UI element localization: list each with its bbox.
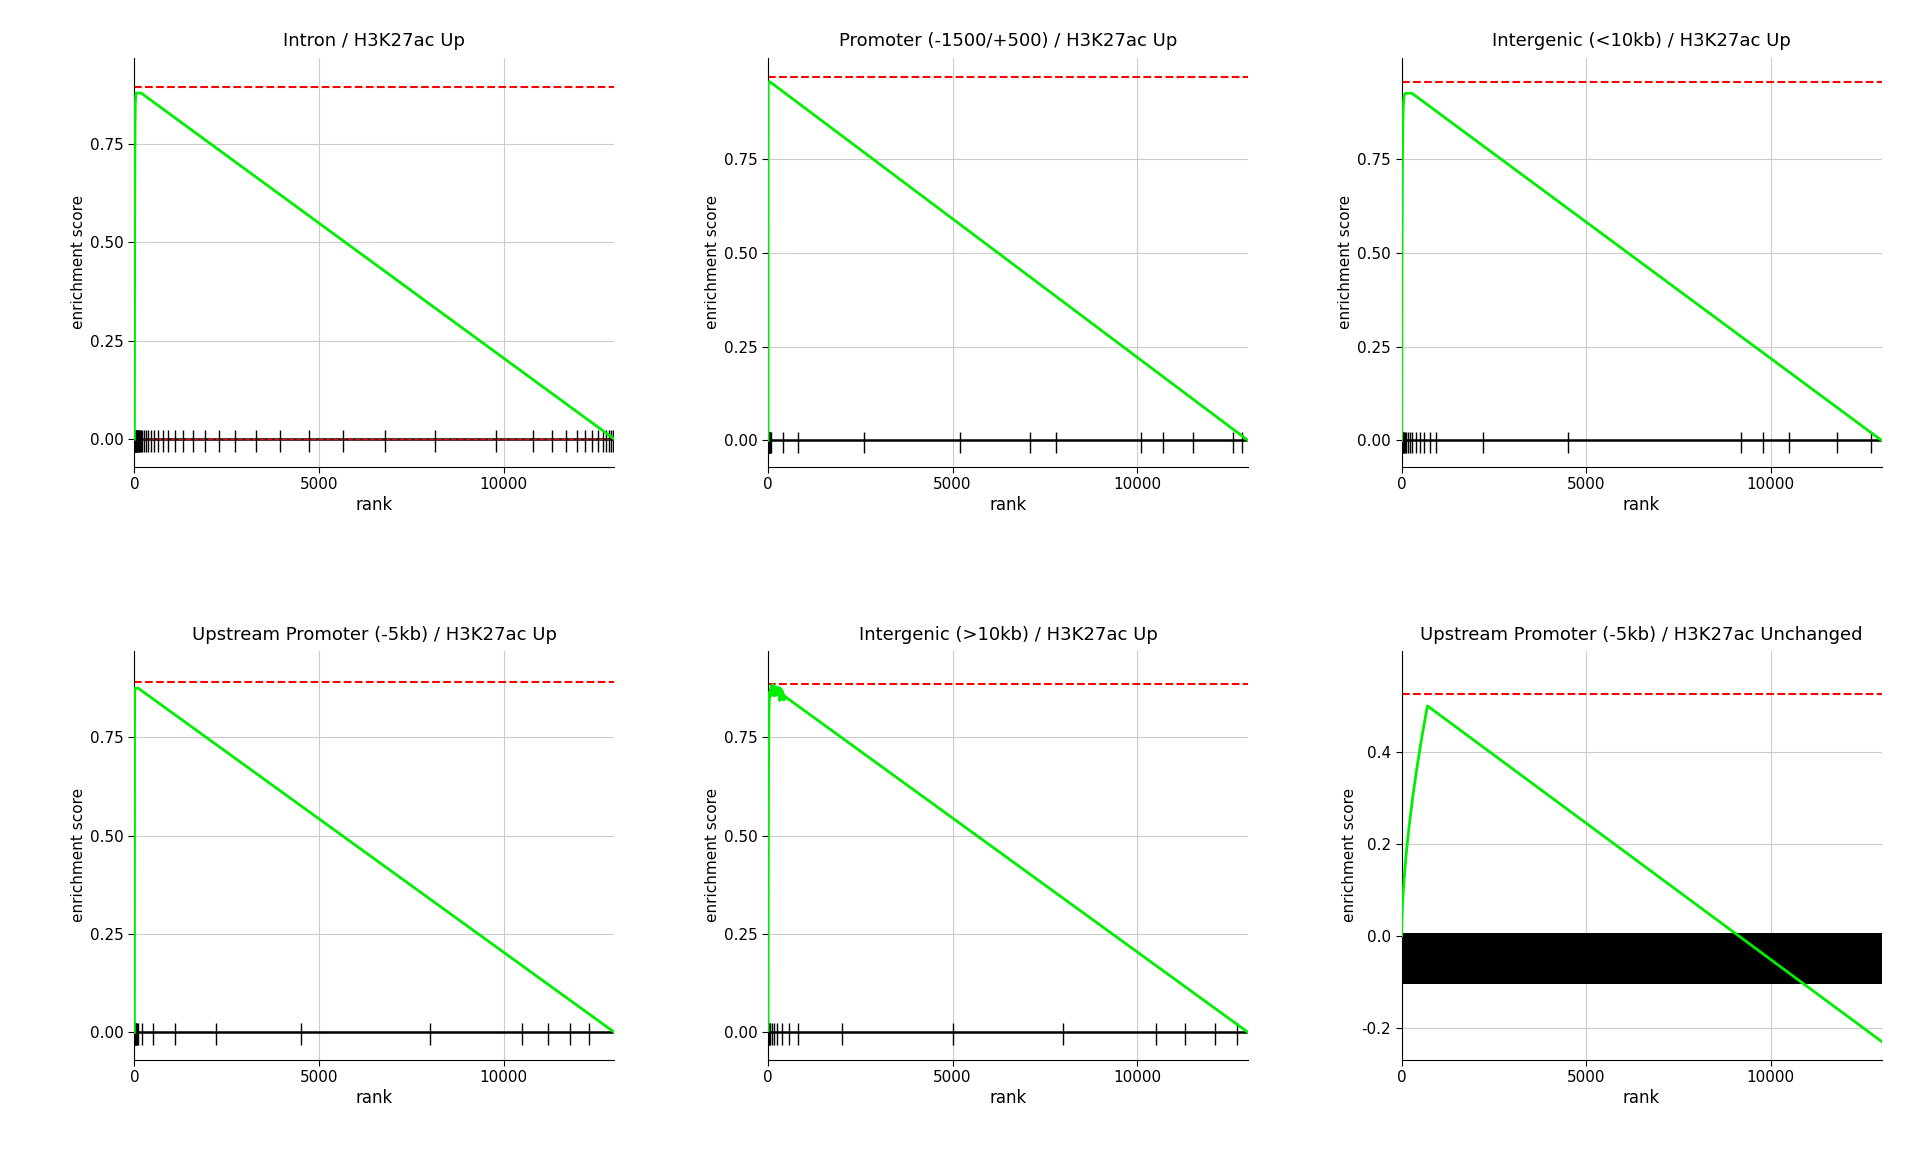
Title: Intron / H3K27ac Up: Intron / H3K27ac Up [284, 32, 465, 51]
X-axis label: rank: rank [355, 497, 394, 514]
Title: Intergenic (<10kb) / H3K27ac Up: Intergenic (<10kb) / H3K27ac Up [1492, 32, 1791, 51]
X-axis label: rank: rank [1622, 1090, 1661, 1107]
Title: Promoter (-1500/+500) / H3K27ac Up: Promoter (-1500/+500) / H3K27ac Up [839, 32, 1177, 51]
Y-axis label: enrichment score: enrichment score [705, 195, 720, 329]
Bar [1402, 933, 1882, 984]
Y-axis label: enrichment score: enrichment score [71, 195, 86, 329]
Title: Intergenic (>10kb) / H3K27ac Up: Intergenic (>10kb) / H3K27ac Up [858, 626, 1158, 644]
X-axis label: rank: rank [989, 1090, 1027, 1107]
X-axis label: rank: rank [1622, 497, 1661, 514]
Y-axis label: enrichment score: enrichment score [1338, 195, 1354, 329]
Title: Upstream Promoter (-5kb) / H3K27ac Unchanged: Upstream Promoter (-5kb) / H3K27ac Uncha… [1421, 626, 1862, 644]
Title: Upstream Promoter (-5kb) / H3K27ac Up: Upstream Promoter (-5kb) / H3K27ac Up [192, 626, 557, 644]
X-axis label: rank: rank [989, 497, 1027, 514]
Y-axis label: enrichment score: enrichment score [1342, 788, 1357, 923]
Y-axis label: enrichment score: enrichment score [71, 788, 86, 923]
Y-axis label: enrichment score: enrichment score [705, 788, 720, 923]
X-axis label: rank: rank [355, 1090, 394, 1107]
